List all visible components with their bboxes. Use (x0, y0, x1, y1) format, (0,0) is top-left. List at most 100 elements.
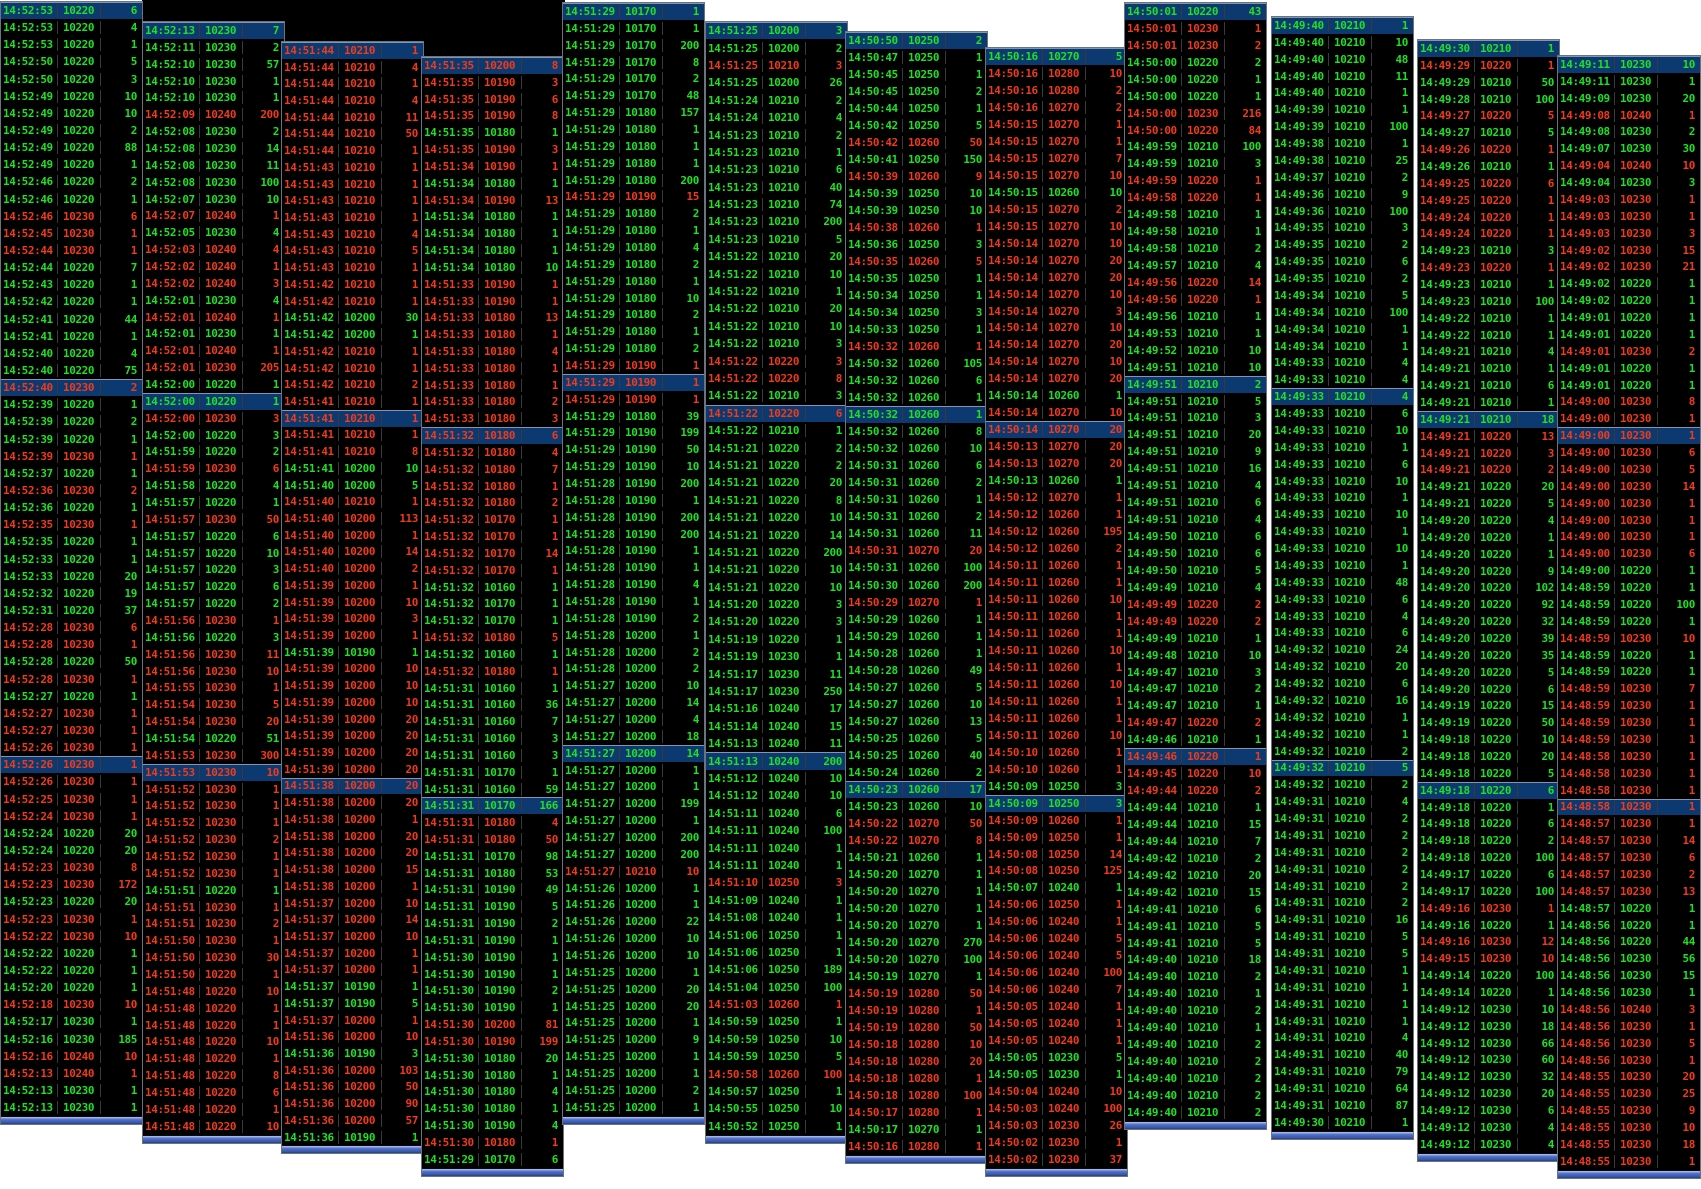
tick-row[interactable]: 14:51:39 10190 1 (282, 644, 423, 661)
tick-row[interactable]: 14:50:15 10270 7 (986, 150, 1127, 167)
tick-row[interactable]: 14:49:51 10210 3 (1125, 410, 1266, 427)
tick-row[interactable]: 14:51:21 10220 14 (706, 526, 847, 543)
tick-row[interactable]: 14:52:28 10230 1 (1, 636, 142, 653)
tick-row[interactable]: 14:49:40 10210 2 (1125, 1036, 1266, 1053)
tick-row[interactable]: 14:50:18 10280 1 (846, 1070, 987, 1087)
tick-row[interactable]: 14:49:16 10230 12 (1418, 934, 1559, 951)
tick-row[interactable]: 14:51:29 10180 200 (563, 172, 704, 189)
tick-row[interactable]: 14:48:56 10230 15 (1558, 967, 1700, 984)
tick-row[interactable]: 14:49:33 10210 10 (1272, 422, 1413, 439)
tick-row[interactable]: 14:51:24 10210 2 (706, 92, 847, 109)
tick-row[interactable]: 14:49:32 10210 16 (1272, 692, 1413, 709)
tick-row[interactable]: 14:49:33 10210 4 (1272, 608, 1413, 625)
tick-row[interactable]: 14:49:00 10230 1 (1558, 410, 1700, 427)
tick-row[interactable]: 14:51:51 10220 1 (143, 882, 284, 899)
tick-row[interactable]: 14:49:18 10220 5 (1418, 765, 1559, 782)
tick-row[interactable]: 14:49:35 10210 2 (1272, 236, 1413, 253)
tick-row[interactable]: 14:49:31 10210 2 (1272, 895, 1413, 912)
tick-row[interactable]: 14:51:30 10180 1 (422, 1100, 563, 1117)
tick-row[interactable]: 14:49:40 10210 11 (1272, 68, 1413, 85)
tick-row[interactable]: 14:49:31 10210 4 (1272, 1030, 1413, 1047)
tick-row[interactable]: 14:50:10 10260 1 (986, 744, 1127, 761)
tick-row-selected[interactable]: 14:52:13 10230 7 (143, 22, 284, 39)
tick-row[interactable]: 14:51:25 10210 3 (706, 57, 847, 74)
tick-row[interactable]: 14:51:30 10190 4 (422, 1117, 563, 1134)
tick-row[interactable]: 14:51:54 10230 5 (143, 696, 284, 713)
tick-row[interactable]: 14:51:41 10200 10 (282, 460, 423, 477)
tick-row[interactable]: 14:51:48 10220 8 (143, 1067, 284, 1084)
tick-row[interactable]: 14:51:06 10250 189 (706, 961, 847, 978)
tick-row[interactable]: 14:50:32 10260 1 (846, 338, 987, 355)
tick-row[interactable]: 14:52:53 10220 1 (1, 36, 142, 53)
tick-row-selected[interactable]: 14:49:21 10210 18 (1418, 410, 1559, 428)
tick-row[interactable]: 14:52:32 10220 19 (1, 585, 142, 602)
tick-row[interactable]: 14:49:12 10230 66 (1418, 1035, 1559, 1052)
tick-row[interactable]: 14:51:38 10200 20 (282, 794, 423, 811)
tick-row[interactable]: 14:49:18 10220 100 (1418, 849, 1559, 866)
tick-row[interactable]: 14:49:32 10210 24 (1272, 641, 1413, 658)
tick-row[interactable]: 14:49:42 10210 20 (1125, 867, 1266, 884)
tick-row[interactable]: 14:51:26 10200 1 (563, 897, 704, 914)
tick-row[interactable]: 14:51:34 10180 1 (422, 242, 563, 259)
tick-row[interactable]: 14:49:59 10220 1 (1125, 172, 1266, 189)
tick-row[interactable]: 14:49:23 10210 3 (1418, 242, 1559, 259)
tick-row[interactable]: 14:51:43 10210 4 (282, 226, 423, 243)
tick-row[interactable]: 14:49:16 10230 1 (1418, 900, 1559, 917)
tick-row[interactable]: 14:52:28 10230 1 (1, 670, 142, 687)
tick-row[interactable]: 14:48:56 10230 5 (1558, 1035, 1700, 1052)
tick-row[interactable]: 14:51:11 10240 100 (706, 822, 847, 839)
tick-row[interactable]: 14:49:00 10230 1 (1558, 512, 1700, 529)
tick-row[interactable]: 14:50:11 10260 10 (986, 642, 1127, 659)
tick-row[interactable]: 14:49:18 10220 1 (1418, 799, 1559, 816)
tick-row[interactable]: 14:51:39 10200 10 (282, 594, 423, 611)
tick-row[interactable]: 14:51:36 10190 3 (282, 1045, 423, 1062)
tick-row[interactable]: 14:49:26 10210 1 (1418, 158, 1559, 175)
tick-row[interactable]: 14:51:52 10230 2 (143, 831, 284, 848)
tick-row[interactable]: 14:51:39 10200 20 (282, 744, 423, 761)
tick-row[interactable]: 14:50:59 10250 5 (706, 1048, 847, 1065)
window-bottom-scroll-strip[interactable] (1272, 1131, 1413, 1139)
tick-row[interactable]: 14:49:00 10230 1 (1558, 529, 1700, 546)
tick-row[interactable]: 14:51:48 10220 1 (143, 1017, 284, 1034)
tick-row[interactable]: 14:52:23 10230 8 (1, 859, 142, 876)
tick-row[interactable]: 14:49:33 10210 6 (1272, 625, 1413, 642)
tick-row[interactable]: 14:50:00 10220 2 (1125, 54, 1266, 71)
window-bottom-scroll-strip[interactable] (143, 1135, 284, 1143)
tick-row[interactable]: 14:52:11 10230 2 (143, 39, 284, 56)
tick-row[interactable]: 14:48:57 10230 13 (1558, 883, 1700, 900)
tick-row[interactable]: 14:49:51 10210 4 (1125, 511, 1266, 528)
tick-row[interactable]: 14:51:28 10190 1 (563, 559, 704, 576)
tick-row[interactable]: 14:49:44 10210 15 (1125, 816, 1266, 833)
tick-row[interactable]: 14:48:55 10230 18 (1558, 1136, 1700, 1153)
tick-row[interactable]: 14:51:39 10200 10 (282, 677, 423, 694)
tick-row[interactable]: 14:51:34 10180 1 (422, 225, 563, 242)
tick-row[interactable]: 14:49:20 10220 5 (1418, 664, 1559, 681)
tick-row[interactable]: 14:50:34 10250 1 (846, 287, 987, 304)
tick-row[interactable]: 14:51:42 10210 1 (282, 293, 423, 310)
tick-row[interactable]: 14:51:52 10230 1 (143, 781, 284, 798)
tick-row[interactable]: 14:51:25 10200 2 (563, 1082, 704, 1099)
tick-row[interactable]: 14:50:59 10250 1 (706, 1013, 847, 1030)
tick-row[interactable]: 14:49:31 10210 64 (1272, 1080, 1413, 1097)
tick-row[interactable]: 14:51:17 10230 250 (706, 683, 847, 700)
tick-row[interactable]: 14:49:34 10210 100 (1272, 304, 1413, 321)
tick-row[interactable]: 14:48:55 10230 9 (1558, 1102, 1700, 1119)
tick-row[interactable]: 14:52:05 10230 4 (143, 224, 284, 241)
tick-row[interactable]: 14:49:08 10230 2 (1558, 124, 1700, 141)
tick-row[interactable]: 14:52:45 10230 1 (1, 225, 142, 242)
tick-row[interactable]: 14:51:32 10180 5 (422, 629, 563, 646)
tick-row[interactable]: 14:49:09 10230 20 (1558, 90, 1700, 107)
tick-row[interactable]: 14:49:31 10210 2 (1272, 861, 1413, 878)
tick-row[interactable]: 14:51:31 10160 3 (422, 747, 563, 764)
tick-row[interactable]: 14:49:51 10210 16 (1125, 460, 1266, 477)
tick-row[interactable]: 14:49:46 10210 1 (1125, 731, 1266, 748)
tick-row[interactable]: 14:50:15 10260 10 (986, 184, 1127, 201)
tick-row[interactable]: 14:48:59 10220 1 (1558, 647, 1700, 664)
tick-row[interactable]: 14:50:12 10260 2 (986, 540, 1127, 557)
tick-row[interactable]: 14:50:19 10280 1 (846, 1002, 987, 1019)
tick-row[interactable]: 14:51:34 10180 10 (422, 259, 563, 276)
tick-row[interactable]: 14:51:21 10220 200 (706, 544, 847, 561)
tick-row[interactable]: 14:51:25 10200 1 (563, 1015, 704, 1032)
tick-row[interactable]: 14:51:28 10190 200 (563, 509, 704, 526)
tick-row[interactable]: 14:49:51 10210 10 (1125, 359, 1266, 376)
